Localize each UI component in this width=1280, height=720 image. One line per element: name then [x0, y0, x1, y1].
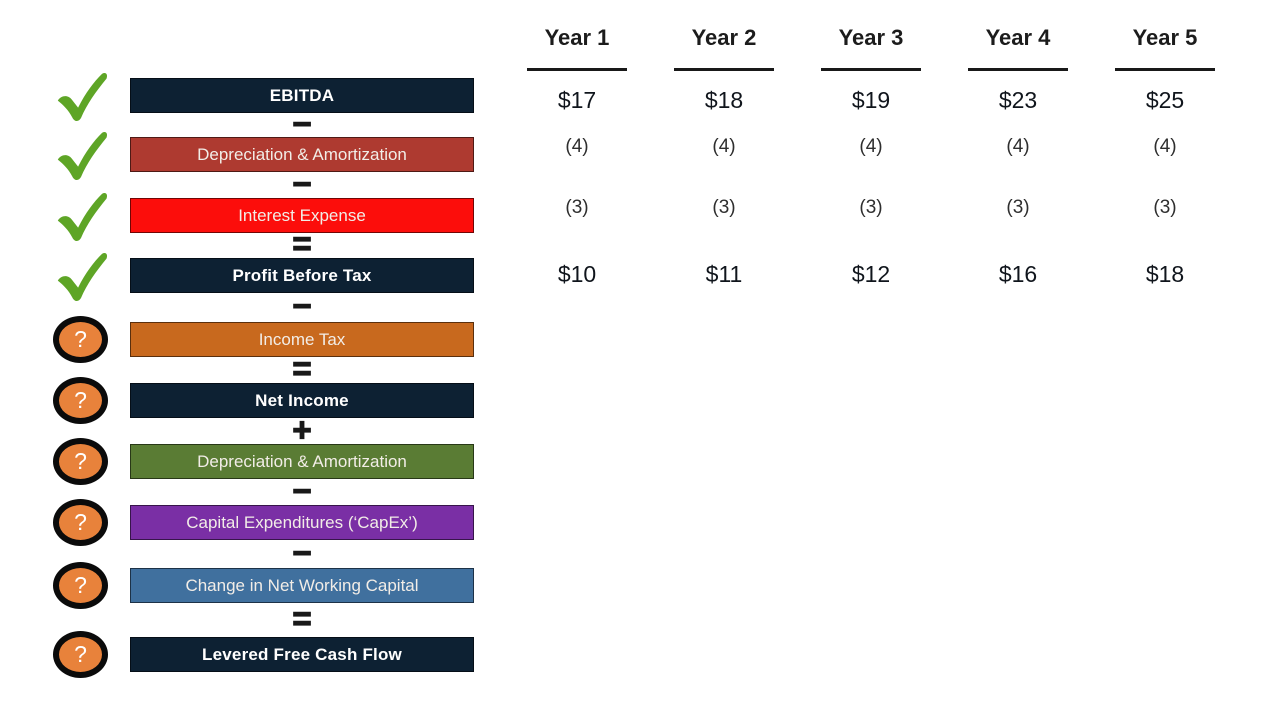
value-cell: (3): [712, 197, 736, 218]
value-cell: (3): [565, 197, 589, 218]
bar-depreciation-amortization-addback: Depreciation & Amortization: [130, 444, 474, 479]
value-cell: (4): [1153, 136, 1177, 157]
year-underline: [968, 68, 1068, 71]
question-mark-text: ?: [74, 572, 87, 598]
value-cell: (4): [565, 136, 589, 157]
value-cell: $12: [851, 261, 891, 287]
bar-profit-before-tax: Profit Before Tax: [130, 258, 474, 293]
year-header: Year 1: [544, 25, 610, 50]
value-cell: (3): [1153, 197, 1177, 218]
year-header: Year 2: [691, 25, 757, 50]
value-cell: (4): [859, 136, 883, 157]
question-mark-text: ?: [74, 326, 87, 352]
bar-label: Interest Expense: [238, 205, 366, 225]
year-underline: [1115, 68, 1215, 71]
value-cell: $11: [705, 261, 743, 287]
bar-ebitda: EBITDA: [130, 78, 474, 113]
bar-label: Capital Expenditures (‘CapEx’): [186, 512, 418, 532]
bar-label: Levered Free Cash Flow: [202, 644, 402, 664]
question-icon: ?: [53, 316, 108, 363]
bar-levered-free-cash-flow: Levered Free Cash Flow: [130, 637, 474, 672]
question-icon: ?: [53, 631, 108, 678]
year-underline: [821, 68, 921, 71]
year-header: Year 5: [1132, 25, 1198, 50]
question-icon: ?: [53, 438, 108, 485]
bar-change-net-working-capital: Change in Net Working Capital: [130, 568, 474, 603]
bar-depreciation-amortization: Depreciation & Amortization: [130, 137, 474, 172]
question-mark-text: ?: [74, 387, 87, 413]
bar-label: Net Income: [255, 390, 349, 410]
value-cell: $23: [998, 87, 1038, 113]
operator-equals: =: [292, 225, 312, 262]
question-icon: ?: [53, 377, 108, 424]
value-cell: $18: [1145, 261, 1185, 287]
year-header: Year 4: [985, 25, 1051, 50]
bar-net-income: Net Income: [130, 383, 474, 418]
year-underline: [527, 68, 627, 71]
bar-label: Depreciation & Amortization: [197, 451, 407, 471]
year-header: Year 3: [838, 25, 904, 50]
operator-minus: −: [292, 472, 312, 509]
value-cell: $19: [851, 87, 891, 113]
bar-label: Income Tax: [258, 329, 346, 349]
question-icon: ?: [53, 562, 108, 609]
bar-label: EBITDA: [269, 85, 335, 105]
value-cell: (4): [1006, 136, 1030, 157]
operator-plus: +: [292, 411, 312, 448]
check-icon: [57, 132, 108, 181]
question-icon: ?: [53, 499, 108, 546]
year-underline: [674, 68, 774, 71]
value-cell: $17: [557, 87, 597, 113]
value-cell: $25: [1145, 87, 1185, 113]
check-icon: [57, 73, 108, 122]
operator-minus: −: [292, 105, 312, 142]
bar-capital-expenditures: Capital Expenditures (‘CapEx’): [130, 505, 474, 540]
operator-minus: −: [292, 534, 312, 571]
bar-income-tax: Income Tax: [130, 322, 474, 357]
check-icon: [57, 253, 108, 302]
bar-interest-expense: Interest Expense: [130, 198, 474, 233]
bar-label: Change in Net Working Capital: [185, 575, 419, 595]
value-cell: (3): [859, 197, 883, 218]
value-cell: $16: [998, 261, 1038, 287]
operator-minus: −: [292, 287, 312, 324]
operator-equals: =: [292, 350, 312, 387]
question-mark-text: ?: [74, 641, 87, 667]
check-icon: [57, 193, 108, 242]
operator-equals: =: [292, 600, 312, 637]
question-mark-text: ?: [74, 509, 87, 535]
operator-minus: −: [292, 165, 312, 202]
bar-label: Depreciation & Amortization: [197, 144, 407, 164]
question-mark-text: ?: [74, 448, 87, 474]
value-cell: (4): [712, 136, 736, 157]
value-cell: $18: [704, 87, 744, 113]
value-cell: (3): [1006, 197, 1030, 218]
bar-label: Profit Before Tax: [232, 265, 372, 285]
value-cell: $10: [557, 261, 597, 287]
